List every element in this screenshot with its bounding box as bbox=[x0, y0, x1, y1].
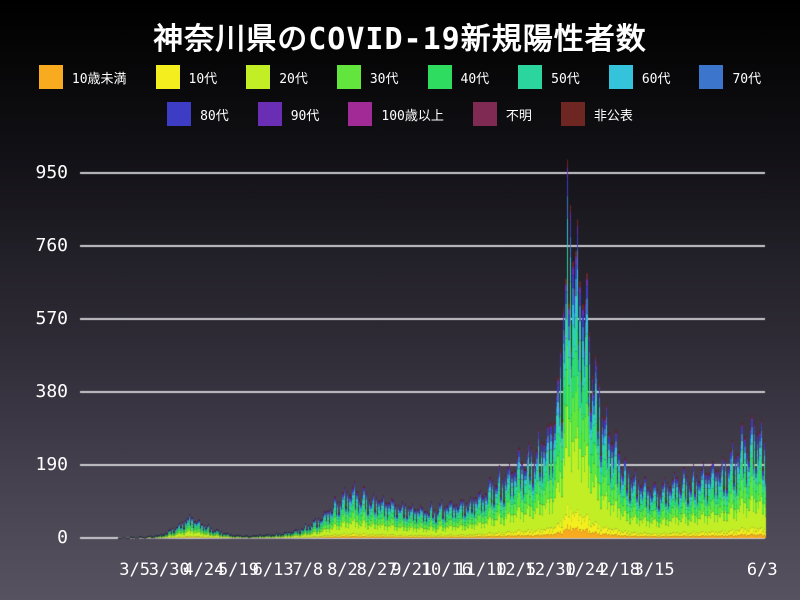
x-axis-label: 5/19 bbox=[218, 560, 260, 580]
legend-item: 90代 bbox=[257, 102, 320, 126]
y-axis-label: 190 bbox=[35, 454, 68, 475]
x-axis-label: 3/15 bbox=[633, 560, 675, 580]
legend-item: 10歳未満 bbox=[38, 65, 127, 89]
legend-swatch-icon bbox=[518, 65, 543, 89]
x-axis-label: 8/27 bbox=[356, 560, 398, 580]
x-axis-label: 6/3 bbox=[746, 560, 778, 580]
legend-swatch-icon bbox=[348, 102, 373, 126]
x-axis-label: 4/24 bbox=[183, 560, 225, 580]
legend-item: 100歳以上 bbox=[348, 102, 444, 126]
legend-swatch-icon bbox=[608, 65, 633, 89]
legend-item: 30代 bbox=[336, 65, 399, 89]
x-axis-label: 8/2 bbox=[327, 560, 358, 580]
y-axis-label: 380 bbox=[35, 381, 68, 402]
legend-swatch-icon bbox=[155, 65, 180, 89]
x-axis-label: 2/18 bbox=[599, 560, 640, 580]
legend-item: 40代 bbox=[427, 65, 490, 89]
legend-label: 20代 bbox=[279, 71, 308, 87]
legend-swatch-icon bbox=[336, 65, 361, 89]
legend-item: 10代 bbox=[155, 65, 218, 89]
legend-swatch-icon bbox=[246, 65, 271, 89]
x-axis-label: 9/21 bbox=[391, 560, 433, 580]
legend-swatch-icon bbox=[472, 102, 497, 126]
legend-label: 30代 bbox=[369, 71, 399, 87]
legend-item: 60代 bbox=[608, 65, 671, 89]
legend-swatch-icon bbox=[560, 102, 585, 126]
legend-label: 50代 bbox=[551, 71, 580, 87]
y-axis-label: 760 bbox=[35, 235, 68, 256]
legend-label: 70代 bbox=[732, 71, 762, 87]
legend-label: 60代 bbox=[641, 71, 671, 87]
legend-label: 80代 bbox=[200, 108, 229, 124]
legend-label: 90代 bbox=[290, 108, 320, 124]
legend-label: 100歳以上 bbox=[381, 108, 444, 124]
legend-item: 非公表 bbox=[560, 102, 633, 126]
legend-label: 40代 bbox=[460, 71, 490, 87]
legend-row-2: 80代 90代 100歳以上 不明 非公表 bbox=[0, 102, 800, 126]
x-axis-label: 12/5 bbox=[495, 560, 537, 580]
legend-swatch-icon bbox=[167, 102, 192, 126]
y-axis-label: 950 bbox=[35, 162, 68, 183]
legend-item: 50代 bbox=[518, 65, 580, 89]
y-axis-label: 0 bbox=[57, 527, 68, 548]
x-axis-label: 12/30 bbox=[524, 560, 576, 580]
legend-label: 非公表 bbox=[593, 108, 633, 124]
x-axis-label: 3/5 bbox=[119, 560, 150, 580]
legend-swatch-icon bbox=[38, 65, 63, 89]
legend-item: 20代 bbox=[246, 65, 308, 89]
legend-label: 10歳未満 bbox=[71, 71, 127, 87]
legend-item: 80代 bbox=[167, 102, 229, 126]
page-title: 神奈川県のCOVID-19新規陽性者数 bbox=[153, 22, 647, 57]
legend-swatch-icon bbox=[699, 65, 724, 89]
legend-swatch-icon bbox=[427, 65, 452, 89]
legend-swatch-icon bbox=[257, 102, 282, 126]
x-axis-label: 11/10 bbox=[455, 560, 507, 580]
y-axis-label: 570 bbox=[35, 308, 68, 329]
x-axis-label: 6/13 bbox=[252, 560, 294, 580]
legend-row-1: 10歳未満 10代 20代 30代 40代 50代 60代 70代 bbox=[0, 65, 800, 89]
x-axis-label: 1/24 bbox=[564, 560, 606, 580]
x-axis-label: 10/16 bbox=[420, 560, 472, 580]
legend-label: 不明 bbox=[505, 108, 532, 124]
legend-item: 70代 bbox=[699, 65, 761, 89]
legend-label: 10代 bbox=[188, 71, 218, 87]
x-axis-label: 3/30 bbox=[148, 560, 190, 580]
x-axis-label: 7/8 bbox=[292, 560, 324, 580]
legend-item: 不明 bbox=[472, 102, 532, 126]
